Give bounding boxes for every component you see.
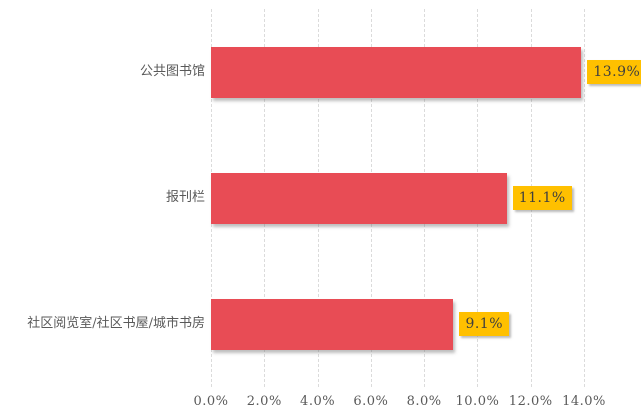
bar xyxy=(211,172,507,224)
value-badge: 9.1% xyxy=(459,312,510,336)
value-badge: 13.9% xyxy=(587,60,641,84)
category-label: 报刊栏 xyxy=(165,190,205,205)
x-axis-tick-label: 14.0% xyxy=(562,394,606,409)
gridline xyxy=(584,9,585,387)
x-axis-tick-label: 2.0% xyxy=(246,394,282,409)
x-axis-tick-label: 4.0% xyxy=(300,394,336,409)
value-badge: 11.1% xyxy=(512,186,572,210)
category-label: 社区阅览室/社区书屋/城市书房 xyxy=(27,316,205,331)
x-axis-tick-label: 12.0% xyxy=(508,394,553,409)
x-axis-tick-label: 10.0% xyxy=(455,394,500,409)
x-axis-tick-label: 0.0% xyxy=(193,394,229,409)
category-label: 公共图书馆 xyxy=(139,64,205,79)
x-axis-tick-label: 8.0% xyxy=(406,394,442,409)
bar xyxy=(211,46,582,98)
bar xyxy=(211,298,454,350)
x-axis-tick-label: 6.0% xyxy=(353,394,389,409)
